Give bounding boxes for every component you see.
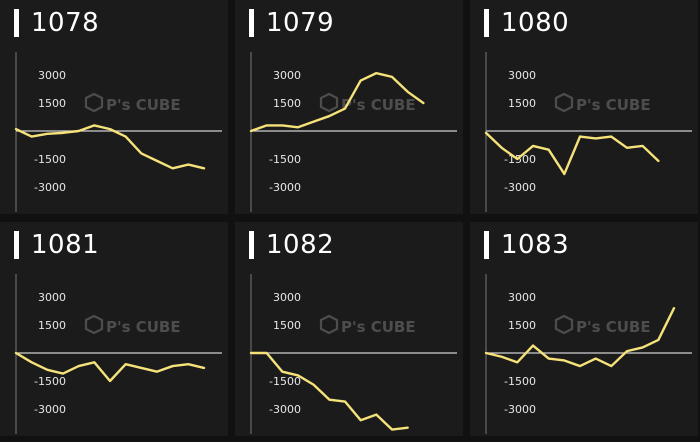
y-tick-label: -1500 bbox=[504, 375, 536, 388]
title-bar-marker bbox=[484, 231, 489, 259]
y-tick-label: -1500 bbox=[504, 153, 536, 166]
panel-header: 1080 bbox=[484, 8, 569, 38]
data-series-line bbox=[484, 306, 676, 368]
panel-title: 1081 bbox=[31, 230, 100, 260]
title-bar-marker bbox=[484, 9, 489, 37]
panel-title: 1079 bbox=[266, 8, 335, 38]
data-series-line bbox=[484, 131, 660, 176]
title-bar-marker bbox=[249, 231, 254, 259]
y-tick-label: -3000 bbox=[504, 403, 536, 416]
y-tick-label: -3000 bbox=[269, 181, 301, 194]
y-tick-label: -1500 bbox=[269, 153, 301, 166]
watermark-logo-icon bbox=[319, 92, 339, 113]
y-tick-label: -1500 bbox=[269, 375, 301, 388]
y-tick-label: -3000 bbox=[34, 403, 66, 416]
chart-panel-1080: P's CUBE 3000 1500 -1500 -3000 1080 bbox=[470, 0, 698, 214]
line-chart: P's CUBE 3000 1500 -1500 -3000 bbox=[484, 52, 692, 212]
watermark: P's CUBE bbox=[319, 92, 416, 114]
title-bar-marker bbox=[14, 9, 19, 37]
watermark-logo-icon bbox=[84, 314, 104, 335]
watermark-brand: P's CUBE bbox=[341, 318, 416, 336]
y-tick-label: 1500 bbox=[273, 97, 301, 110]
data-series-line bbox=[14, 124, 206, 170]
data-series-line bbox=[249, 71, 425, 133]
watermark-logo-icon bbox=[84, 92, 104, 113]
watermark-logo-icon bbox=[554, 314, 574, 335]
panel-title: 1080 bbox=[501, 8, 570, 38]
watermark-brand: P's CUBE bbox=[106, 318, 181, 336]
chart-panel-1081: P's CUBE 3000 1500 -1500 -3000 1081 bbox=[0, 222, 228, 436]
panel-title: 1082 bbox=[266, 230, 335, 260]
line-chart: P's CUBE 3000 1500 -1500 -3000 bbox=[14, 274, 222, 434]
watermark-brand: P's CUBE bbox=[576, 96, 651, 114]
y-tick-label: 3000 bbox=[38, 69, 66, 82]
panel-header: 1082 bbox=[249, 230, 334, 260]
y-tick-label: 1500 bbox=[273, 319, 301, 332]
panel-title: 1078 bbox=[31, 8, 100, 38]
chart-panel-1079: P's CUBE 3000 1500 -1500 -3000 1079 bbox=[235, 0, 463, 214]
watermark-brand: P's CUBE bbox=[576, 318, 651, 336]
watermark-logo-icon bbox=[554, 92, 574, 113]
y-tick-label: 1500 bbox=[508, 97, 536, 110]
line-chart: P's CUBE 3000 1500 -1500 -3000 bbox=[249, 274, 457, 434]
watermark: P's CUBE bbox=[84, 314, 181, 336]
watermark: P's CUBE bbox=[554, 314, 651, 336]
y-tick-label: 3000 bbox=[38, 291, 66, 304]
y-tick-label: -1500 bbox=[34, 153, 66, 166]
watermark-brand: P's CUBE bbox=[341, 96, 416, 114]
y-tick-label: -1500 bbox=[34, 375, 66, 388]
y-tick-label: 1500 bbox=[38, 97, 66, 110]
y-tick-label: 3000 bbox=[508, 69, 536, 82]
chart-panel-1082: P's CUBE 3000 1500 -1500 -3000 1082 bbox=[235, 222, 463, 436]
data-series-line bbox=[249, 351, 409, 431]
panel-header: 1078 bbox=[14, 8, 99, 38]
line-chart: P's CUBE 3000 1500 -1500 -3000 bbox=[249, 52, 457, 212]
y-tick-label: 3000 bbox=[273, 291, 301, 304]
panel-header: 1083 bbox=[484, 230, 569, 260]
panel-header: 1079 bbox=[249, 8, 334, 38]
y-tick-label: 1500 bbox=[508, 319, 536, 332]
watermark-brand: P's CUBE bbox=[106, 96, 181, 114]
line-chart: P's CUBE 3000 1500 -1500 -3000 bbox=[14, 52, 222, 212]
chart-panel-1083: P's CUBE 3000 1500 -1500 -3000 1083 bbox=[470, 222, 698, 436]
data-series-line bbox=[14, 351, 206, 383]
y-tick-label: 1500 bbox=[38, 319, 66, 332]
panel-title: 1083 bbox=[501, 230, 570, 260]
y-tick-label: -3000 bbox=[34, 181, 66, 194]
y-tick-label: -3000 bbox=[504, 181, 536, 194]
line-chart: P's CUBE 3000 1500 -1500 -3000 bbox=[484, 274, 692, 434]
chart-panel-1078: P's CUBE 3000 1500 -1500 -3000 1078 bbox=[0, 0, 228, 214]
watermark: P's CUBE bbox=[319, 314, 416, 336]
y-tick-label: -3000 bbox=[269, 403, 301, 416]
y-tick-label: 3000 bbox=[273, 69, 301, 82]
title-bar-marker bbox=[14, 231, 19, 259]
watermark-logo-icon bbox=[319, 314, 339, 335]
watermark: P's CUBE bbox=[554, 92, 651, 114]
y-tick-label: 3000 bbox=[508, 291, 536, 304]
watermark: P's CUBE bbox=[84, 92, 181, 114]
panel-header: 1081 bbox=[14, 230, 99, 260]
title-bar-marker bbox=[249, 9, 254, 37]
